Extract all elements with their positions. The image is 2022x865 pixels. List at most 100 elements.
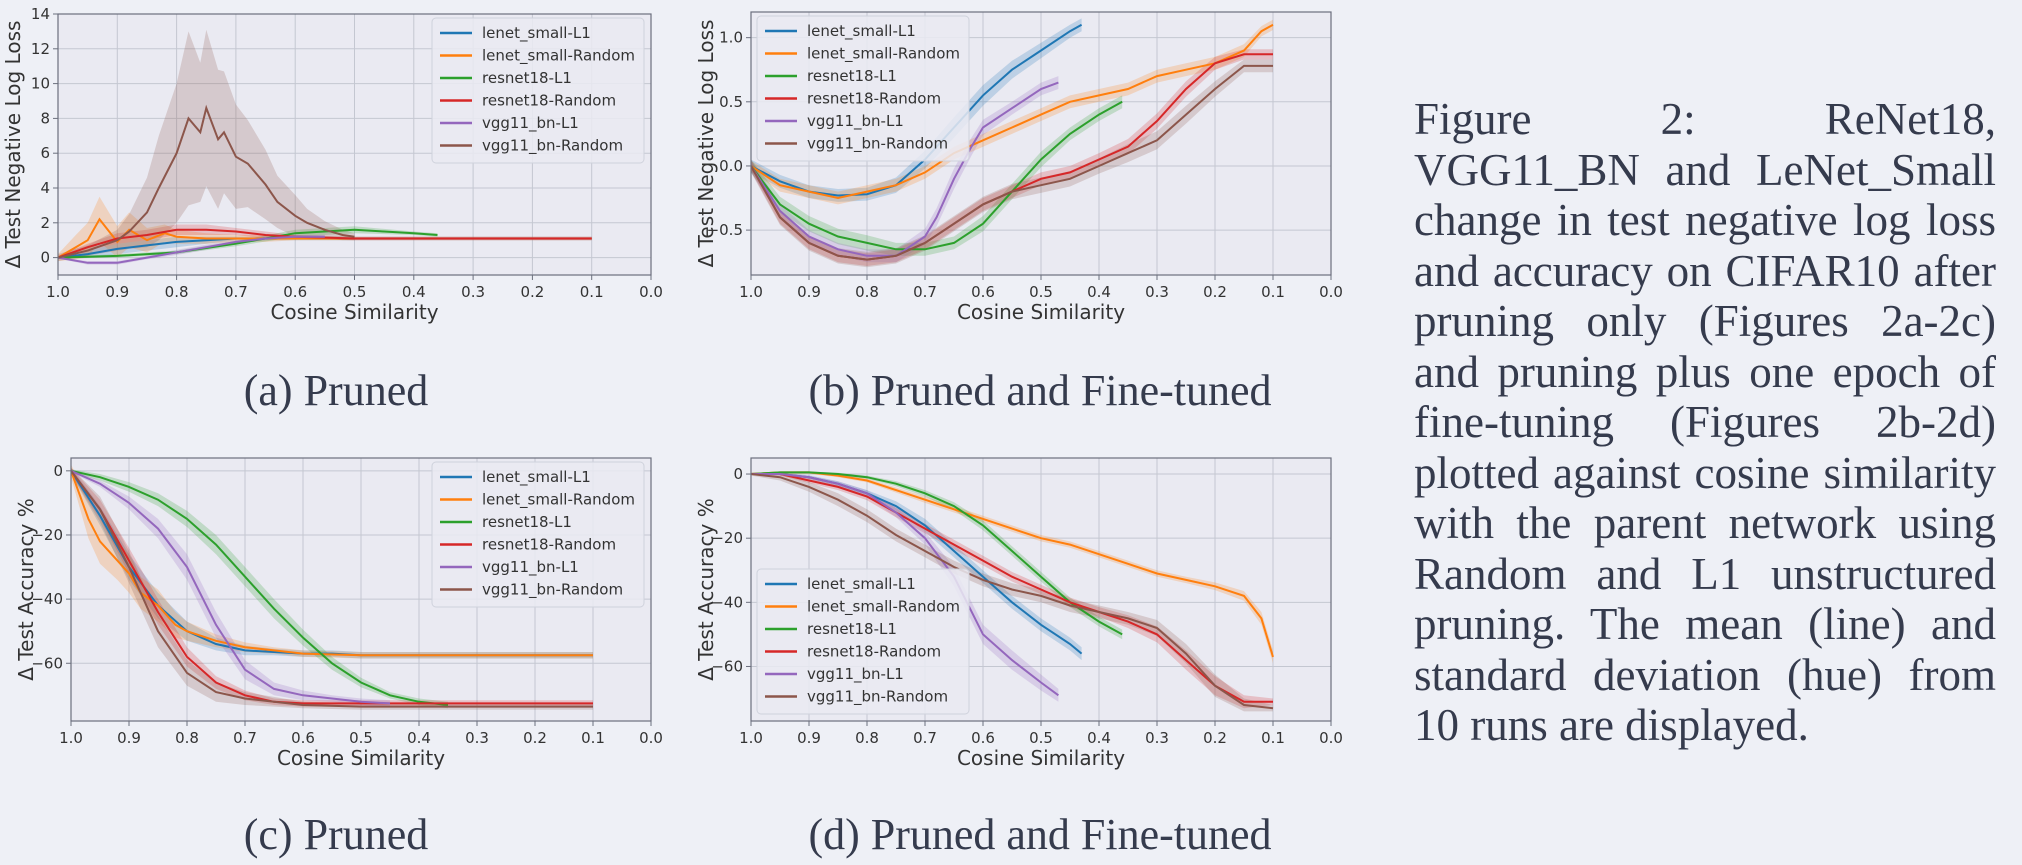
- x-tick-label: 0.4: [1087, 729, 1111, 747]
- std-band: [751, 472, 1273, 709]
- legend-box: [431, 461, 645, 608]
- x-tick-label: 0.2: [1203, 283, 1227, 301]
- x-tick-label: 0.5: [349, 729, 373, 747]
- y-tick-label: 14: [31, 5, 50, 23]
- y-tick-label: −60: [711, 657, 743, 675]
- legend: lenet_small-L1 lenet_small-Random resnet18…: [756, 568, 970, 715]
- chart-b: 1.0 0.9 0.8 0.7 0.6 0.5 0.4 0.3 0.2 0.1 0.0 −0.5 0.0…: [694, 11, 1343, 415]
- x-tick-label: 0.6: [971, 729, 995, 747]
- x-tick-label: 1.0: [46, 283, 70, 301]
- x-axis-label: Cosine Similarity: [957, 746, 1125, 770]
- legend-label: vgg11_bn-Random: [482, 581, 623, 600]
- y-tick-label: 0: [733, 465, 743, 483]
- legend-label: lenet_small-L1: [807, 575, 916, 594]
- x-tick-label: 0.1: [580, 283, 604, 301]
- y-axis-label: Δ Test Accuracy %: [14, 498, 38, 680]
- plot-frame: [57, 13, 652, 276]
- y-tick-label: −20: [31, 526, 63, 544]
- x-tick-label: 0.2: [1203, 729, 1227, 747]
- x-tick-label: 0.3: [465, 729, 489, 747]
- x-axis-label: Cosine Similarity: [957, 300, 1125, 324]
- x-tick-label: 0.1: [1261, 729, 1285, 747]
- legend-box: [431, 17, 645, 164]
- legend-label: resnet18-L1: [482, 69, 572, 87]
- legend-label: vgg11_bn-Random: [807, 135, 948, 154]
- series-line: [71, 470, 593, 705]
- plot-frame: [70, 457, 652, 722]
- x-tick-label: 0.0: [1319, 729, 1343, 747]
- x-axis-label: Cosine Similarity: [270, 300, 438, 324]
- y-tick-label: 12: [31, 40, 50, 58]
- series-line: [58, 104, 355, 259]
- subcaption: (d) Pruned and Fine-tuned: [808, 810, 1271, 859]
- x-tick-label: 0.5: [1029, 729, 1053, 747]
- y-axis-label: Δ Test Negative Log Loss: [1, 21, 25, 269]
- legend-label: vgg11_bn-Random: [482, 137, 623, 156]
- x-axis-label: Cosine Similarity: [277, 746, 445, 770]
- std-band: [58, 224, 592, 260]
- series-line: [71, 470, 593, 708]
- series-line: [751, 471, 1123, 636]
- x-tick-label: 0.8: [855, 729, 879, 747]
- std-band: [751, 472, 1273, 712]
- series-line: [58, 228, 592, 259]
- std-band: [58, 236, 592, 260]
- plot-frame: [750, 11, 1332, 276]
- subcaption: (c) Pruned: [244, 810, 429, 859]
- x-tick-label: 0.5: [1029, 283, 1053, 301]
- y-tick-label: −60: [31, 654, 63, 672]
- x-tick-label: 0.2: [520, 283, 544, 301]
- x-tick-label: 0.1: [1261, 283, 1285, 301]
- y-tick-label: −40: [31, 590, 63, 608]
- subcaption: (a) Pruned: [244, 366, 429, 415]
- x-tick-label: 0.2: [523, 729, 547, 747]
- x-tick-label: 0.8: [855, 283, 879, 301]
- x-tick-label: 0.6: [291, 729, 315, 747]
- y-tick-label: 4: [40, 179, 50, 197]
- figure-caption: Figure 2: ReNet18, VGG11_BN and LeNet_Sm…: [1414, 94, 1996, 750]
- x-tick-label: 0.9: [117, 729, 141, 747]
- y-tick-label: 6: [40, 144, 50, 162]
- x-tick-label: 0.1: [581, 729, 605, 747]
- y-tick-label: 0: [53, 462, 63, 480]
- series-line: [71, 470, 593, 657]
- series-line: [58, 228, 438, 259]
- legend-label: lenet_small-L1: [482, 468, 591, 487]
- legend-label: lenet_small-Random: [807, 45, 960, 64]
- x-tick-label: 0.8: [175, 729, 199, 747]
- legend-label: lenet_small-Random: [807, 598, 960, 617]
- legend-label: vgg11_bn-Random: [807, 688, 948, 707]
- legend: lenet_small-L1 lenet_small-Random resnet18…: [431, 17, 645, 164]
- y-tick-label: −40: [711, 593, 743, 611]
- x-tick-label: 0.9: [105, 283, 129, 301]
- series-line: [751, 473, 1273, 703]
- legend-label: vgg11_bn-L1: [807, 112, 904, 131]
- std-band: [751, 19, 1273, 205]
- x-tick-label: 0.3: [1145, 729, 1169, 747]
- legend-label: vgg11_bn-L1: [482, 114, 579, 133]
- y-tick-label: 8: [40, 109, 50, 127]
- legend-label: lenet_small-L1: [482, 24, 591, 43]
- series-line: [751, 81, 1059, 257]
- series-line: [71, 469, 449, 706]
- legend-box: [756, 15, 970, 162]
- x-tick-label: 0.0: [1319, 283, 1343, 301]
- std-band: [751, 76, 1059, 263]
- y-tick-label: 10: [31, 75, 50, 93]
- y-tick-label: −20: [711, 529, 743, 547]
- series-line: [751, 64, 1273, 261]
- std-band: [71, 469, 448, 709]
- series-line: [751, 473, 1274, 710]
- subcaption: (b) Pruned and Fine-tuned: [808, 366, 1271, 415]
- y-tick-label: 0.0: [719, 157, 743, 175]
- y-tick-label: 0.5: [719, 93, 743, 111]
- chart-d: 1.0 0.9 0.8 0.7 0.6 0.5 0.4 0.3 0.2 0.1 0.0 0 −20 −40…: [694, 457, 1343, 859]
- x-tick-label: 0.0: [639, 729, 663, 747]
- legend-label: vgg11_bn-L1: [807, 665, 904, 684]
- x-tick-label: 0.4: [1087, 283, 1111, 301]
- legend-label: lenet_small-L1: [807, 22, 916, 41]
- series-group: [71, 464, 593, 710]
- std-band: [71, 469, 390, 707]
- chart-c: 1.0 0.9 0.8 0.7 0.6 0.5 0.4 0.3 0.2 0.1 0.0 0 −20 −40…: [14, 457, 663, 859]
- legend-box: [756, 568, 970, 715]
